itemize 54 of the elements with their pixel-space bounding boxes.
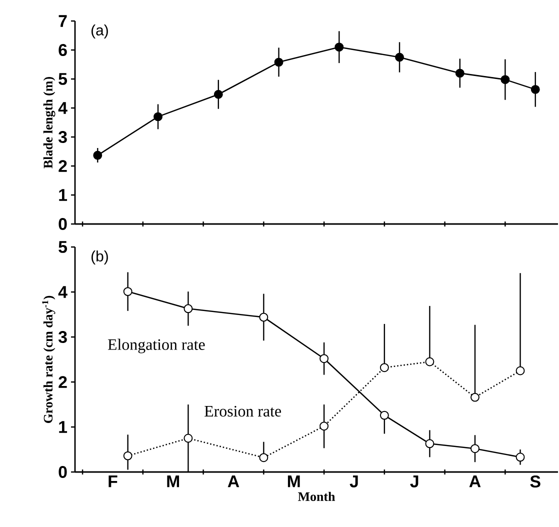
point — [500, 75, 510, 84]
point — [425, 357, 434, 366]
point — [380, 363, 389, 372]
point — [259, 453, 268, 462]
point — [184, 434, 193, 443]
y-tick-label: 1 — [59, 189, 68, 201]
point — [320, 354, 329, 364]
point — [425, 439, 434, 448]
point — [334, 42, 344, 52]
y-tick-label: 3 — [58, 330, 67, 344]
point — [214, 90, 223, 99]
x-tick-label: F — [108, 476, 118, 488]
x-tick-label: S — [530, 476, 540, 488]
point — [530, 84, 540, 94]
x-tick-label: A — [469, 476, 481, 488]
series-label: Erosion rate — [204, 406, 282, 417]
y-tick-label: 6 — [58, 44, 67, 56]
point — [320, 422, 329, 431]
y-tick-label: 0 — [58, 218, 67, 230]
point — [123, 451, 132, 460]
x-axis-title: Month — [298, 492, 336, 501]
y-tick-label: 5 — [58, 241, 68, 253]
point — [259, 312, 268, 322]
point — [516, 366, 525, 376]
point — [516, 452, 525, 462]
y-tick-label: 4 — [58, 102, 68, 114]
y-axis-title: Growth rate (cm day$^{-1}$) — [42, 296, 56, 424]
y-tick-label: 1 — [59, 421, 68, 433]
y-tick-label: 3 — [58, 130, 67, 144]
series-label: Elongation rate — [108, 338, 205, 354]
point — [380, 410, 389, 420]
point — [123, 287, 132, 296]
chart-title: (b) — [92, 250, 108, 264]
y-tick-label: 2 — [58, 160, 67, 172]
y-tick-label: 7 — [58, 15, 67, 27]
x-tick-label: J — [350, 476, 358, 488]
point — [154, 112, 163, 122]
point — [274, 58, 284, 67]
y-tick-label: 4 — [58, 286, 68, 298]
x-tick-label: A — [228, 476, 240, 488]
chart-title: (a) — [92, 24, 108, 38]
y-tick-label: 5 — [58, 73, 68, 85]
point — [470, 392, 480, 402]
y-tick-label: 2 — [58, 376, 67, 388]
x-tick-label: M — [288, 476, 300, 488]
y-tick-label: 0 — [58, 466, 67, 478]
x-tick-label: M — [167, 476, 180, 488]
point — [470, 444, 480, 454]
point — [455, 68, 464, 78]
point — [93, 150, 102, 160]
y-axis-title: Blade length (m) — [43, 77, 56, 168]
point — [184, 304, 193, 314]
x-tick-label: J — [410, 476, 418, 488]
point — [395, 52, 404, 62]
